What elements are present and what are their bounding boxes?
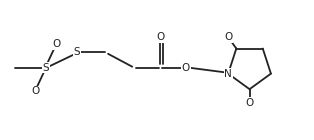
Text: O: O	[181, 63, 190, 73]
Text: S: S	[73, 47, 80, 58]
Text: S: S	[42, 63, 49, 73]
Text: O: O	[31, 87, 39, 96]
Text: O: O	[224, 32, 232, 42]
Text: O: O	[52, 39, 60, 49]
Text: N: N	[224, 69, 232, 79]
Text: O: O	[246, 98, 254, 108]
Text: O: O	[156, 32, 165, 42]
